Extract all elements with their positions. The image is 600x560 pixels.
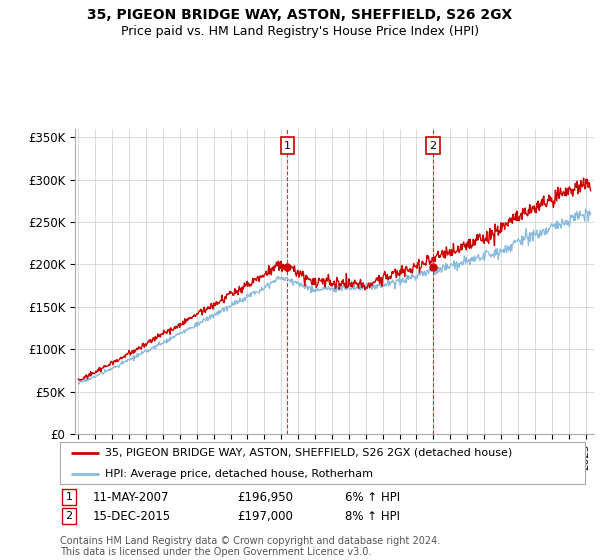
Text: £196,950: £196,950 — [237, 491, 293, 504]
Text: 1: 1 — [284, 141, 291, 151]
Text: HPI: Average price, detached house, Rotherham: HPI: Average price, detached house, Roth… — [104, 469, 373, 479]
Text: 35, PIGEON BRIDGE WAY, ASTON, SHEFFIELD, S26 2GX (detached house): 35, PIGEON BRIDGE WAY, ASTON, SHEFFIELD,… — [104, 448, 512, 458]
Text: Price paid vs. HM Land Registry's House Price Index (HPI): Price paid vs. HM Land Registry's House … — [121, 25, 479, 38]
Text: 6% ↑ HPI: 6% ↑ HPI — [345, 491, 400, 504]
Text: 11-MAY-2007: 11-MAY-2007 — [93, 491, 170, 504]
Text: 35, PIGEON BRIDGE WAY, ASTON, SHEFFIELD, S26 2GX: 35, PIGEON BRIDGE WAY, ASTON, SHEFFIELD,… — [88, 8, 512, 22]
Text: Contains HM Land Registry data © Crown copyright and database right 2024.
This d: Contains HM Land Registry data © Crown c… — [60, 535, 440, 557]
Text: 2: 2 — [65, 511, 73, 521]
Text: 8% ↑ HPI: 8% ↑ HPI — [345, 510, 400, 523]
Text: £197,000: £197,000 — [237, 510, 293, 523]
Text: 15-DEC-2015: 15-DEC-2015 — [93, 510, 171, 523]
Text: 2: 2 — [429, 141, 436, 151]
Text: 1: 1 — [65, 492, 73, 502]
